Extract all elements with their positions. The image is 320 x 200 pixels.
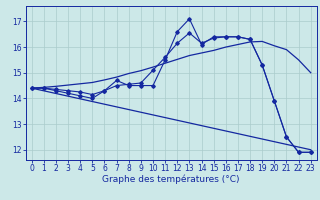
X-axis label: Graphe des températures (°C): Graphe des températures (°C): [102, 175, 240, 184]
